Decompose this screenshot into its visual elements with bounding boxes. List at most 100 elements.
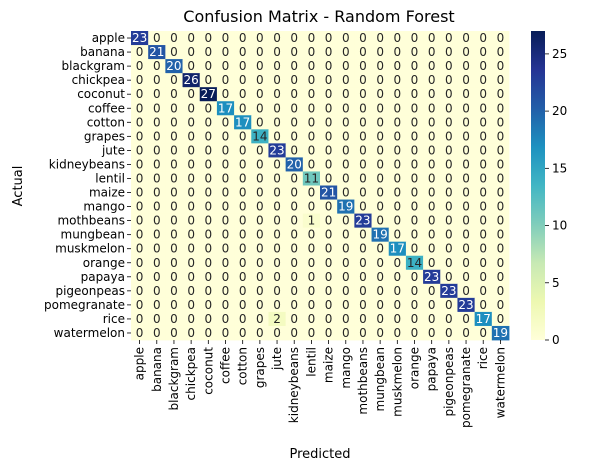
cell-value: 0 <box>136 101 144 115</box>
heatmap-cell <box>234 199 252 214</box>
heatmap-cell <box>302 213 321 229</box>
cell-value: 0 <box>153 115 161 129</box>
cell-value: 0 <box>342 87 350 101</box>
heatmap-cell <box>337 185 355 200</box>
heatmap-cell <box>491 213 510 229</box>
cell-value: 27 <box>201 87 216 101</box>
heatmap-cell <box>388 325 407 341</box>
heatmap-cell <box>320 325 338 341</box>
heatmap-cell <box>182 241 201 257</box>
cell-value: 0 <box>359 87 367 101</box>
x-tick-label: rice <box>476 347 490 369</box>
heatmap-cell <box>285 241 304 257</box>
heatmap-cell <box>320 143 338 158</box>
cell-value: 0 <box>256 87 264 101</box>
cell-value: 0 <box>187 214 195 228</box>
cell-value: 0 <box>290 228 298 242</box>
heatmap-cell <box>405 199 424 214</box>
cell-value: 0 <box>239 129 247 143</box>
heatmap-cell <box>199 31 218 46</box>
cell-value: 0 <box>239 298 247 312</box>
cell-value: 0 <box>462 73 470 87</box>
cell-value: 0 <box>428 214 436 228</box>
cell-value: 0 <box>256 143 264 157</box>
y-tick-label: orange <box>83 256 125 270</box>
heatmap-cell <box>354 213 372 229</box>
y-tick-label: mothbeans <box>57 214 125 228</box>
heatmap-cell <box>440 115 458 130</box>
heatmap-cell <box>388 241 407 257</box>
heatmap-cell <box>440 45 458 60</box>
cell-value: 0 <box>256 214 264 228</box>
heatmap-cell <box>285 101 304 116</box>
cell-value: 0 <box>308 115 316 129</box>
cell-value: 0 <box>204 228 212 242</box>
cell-value: 0 <box>479 284 487 298</box>
x-tick-label: muskmelon <box>390 347 404 417</box>
heatmap-cell <box>474 269 493 285</box>
heatmap-cell <box>182 171 201 186</box>
cell-value: 0 <box>376 242 384 256</box>
cell-value: 0 <box>204 45 212 59</box>
cell-value: 0 <box>256 171 264 185</box>
cell-value: 0 <box>376 157 384 171</box>
heatmap-cell <box>268 31 287 46</box>
cell-value: 0 <box>256 186 264 200</box>
heatmap-cell <box>491 269 510 285</box>
cell-value: 23 <box>132 31 147 45</box>
heatmap-cell <box>199 185 218 200</box>
heatmap-cell <box>182 325 201 341</box>
heatmap-cell <box>405 311 424 327</box>
heatmap-cell <box>199 269 218 285</box>
cell-value: 0 <box>411 73 419 87</box>
cell-value: 17 <box>390 242 405 256</box>
cell-value: 0 <box>239 228 247 242</box>
heatmap-cell <box>148 283 166 299</box>
cell-value: 0 <box>153 284 161 298</box>
heatmap-cell <box>268 311 287 327</box>
cell-value: 0 <box>222 326 230 340</box>
cell-value: 0 <box>479 101 487 115</box>
heatmap-cell <box>148 213 166 229</box>
cell-value: 0 <box>153 270 161 284</box>
cell-value: 0 <box>376 115 384 129</box>
heatmap-cell <box>131 101 149 116</box>
heatmap-cell <box>337 227 355 243</box>
heatmap-cell <box>165 311 183 327</box>
cell-value: 0 <box>393 59 401 73</box>
cell-value: 0 <box>256 157 264 171</box>
cell-value: 0 <box>325 59 333 73</box>
heatmap-cell <box>457 283 476 299</box>
cell-value: 0 <box>187 115 195 129</box>
cell-value: 0 <box>462 31 470 45</box>
cell-value: 0 <box>290 73 298 87</box>
cell-value: 0 <box>204 157 212 171</box>
cell-value: 0 <box>153 171 161 185</box>
heatmap-cell <box>423 45 441 60</box>
cell-value: 0 <box>153 129 161 143</box>
heatmap-cell <box>423 59 441 74</box>
cell-value: 0 <box>325 129 333 143</box>
cell-value: 0 <box>376 73 384 87</box>
cell-value: 0 <box>428 59 436 73</box>
cell-value: 0 <box>428 326 436 340</box>
cell-value: 0 <box>411 87 419 101</box>
heatmap-cell <box>268 59 287 74</box>
heatmap-cell <box>131 311 149 327</box>
x-tick-label: watermelon <box>493 347 507 418</box>
heatmap-cell <box>337 297 355 313</box>
heatmap-cell <box>371 101 390 116</box>
cell-value: 0 <box>342 298 350 312</box>
cell-value: 0 <box>222 143 230 157</box>
cell-value: 0 <box>153 312 161 326</box>
heatmap-cell <box>234 185 252 200</box>
cell-value: 0 <box>428 312 436 326</box>
heatmap-cell <box>388 171 407 186</box>
cell-value: 0 <box>153 326 161 340</box>
cell-value: 0 <box>428 101 436 115</box>
cell-value: 0 <box>290 298 298 312</box>
heatmap-cell <box>337 143 355 158</box>
heatmap-cell <box>491 241 510 257</box>
cell-value: 0 <box>342 228 350 242</box>
heatmap-cell <box>457 227 476 243</box>
